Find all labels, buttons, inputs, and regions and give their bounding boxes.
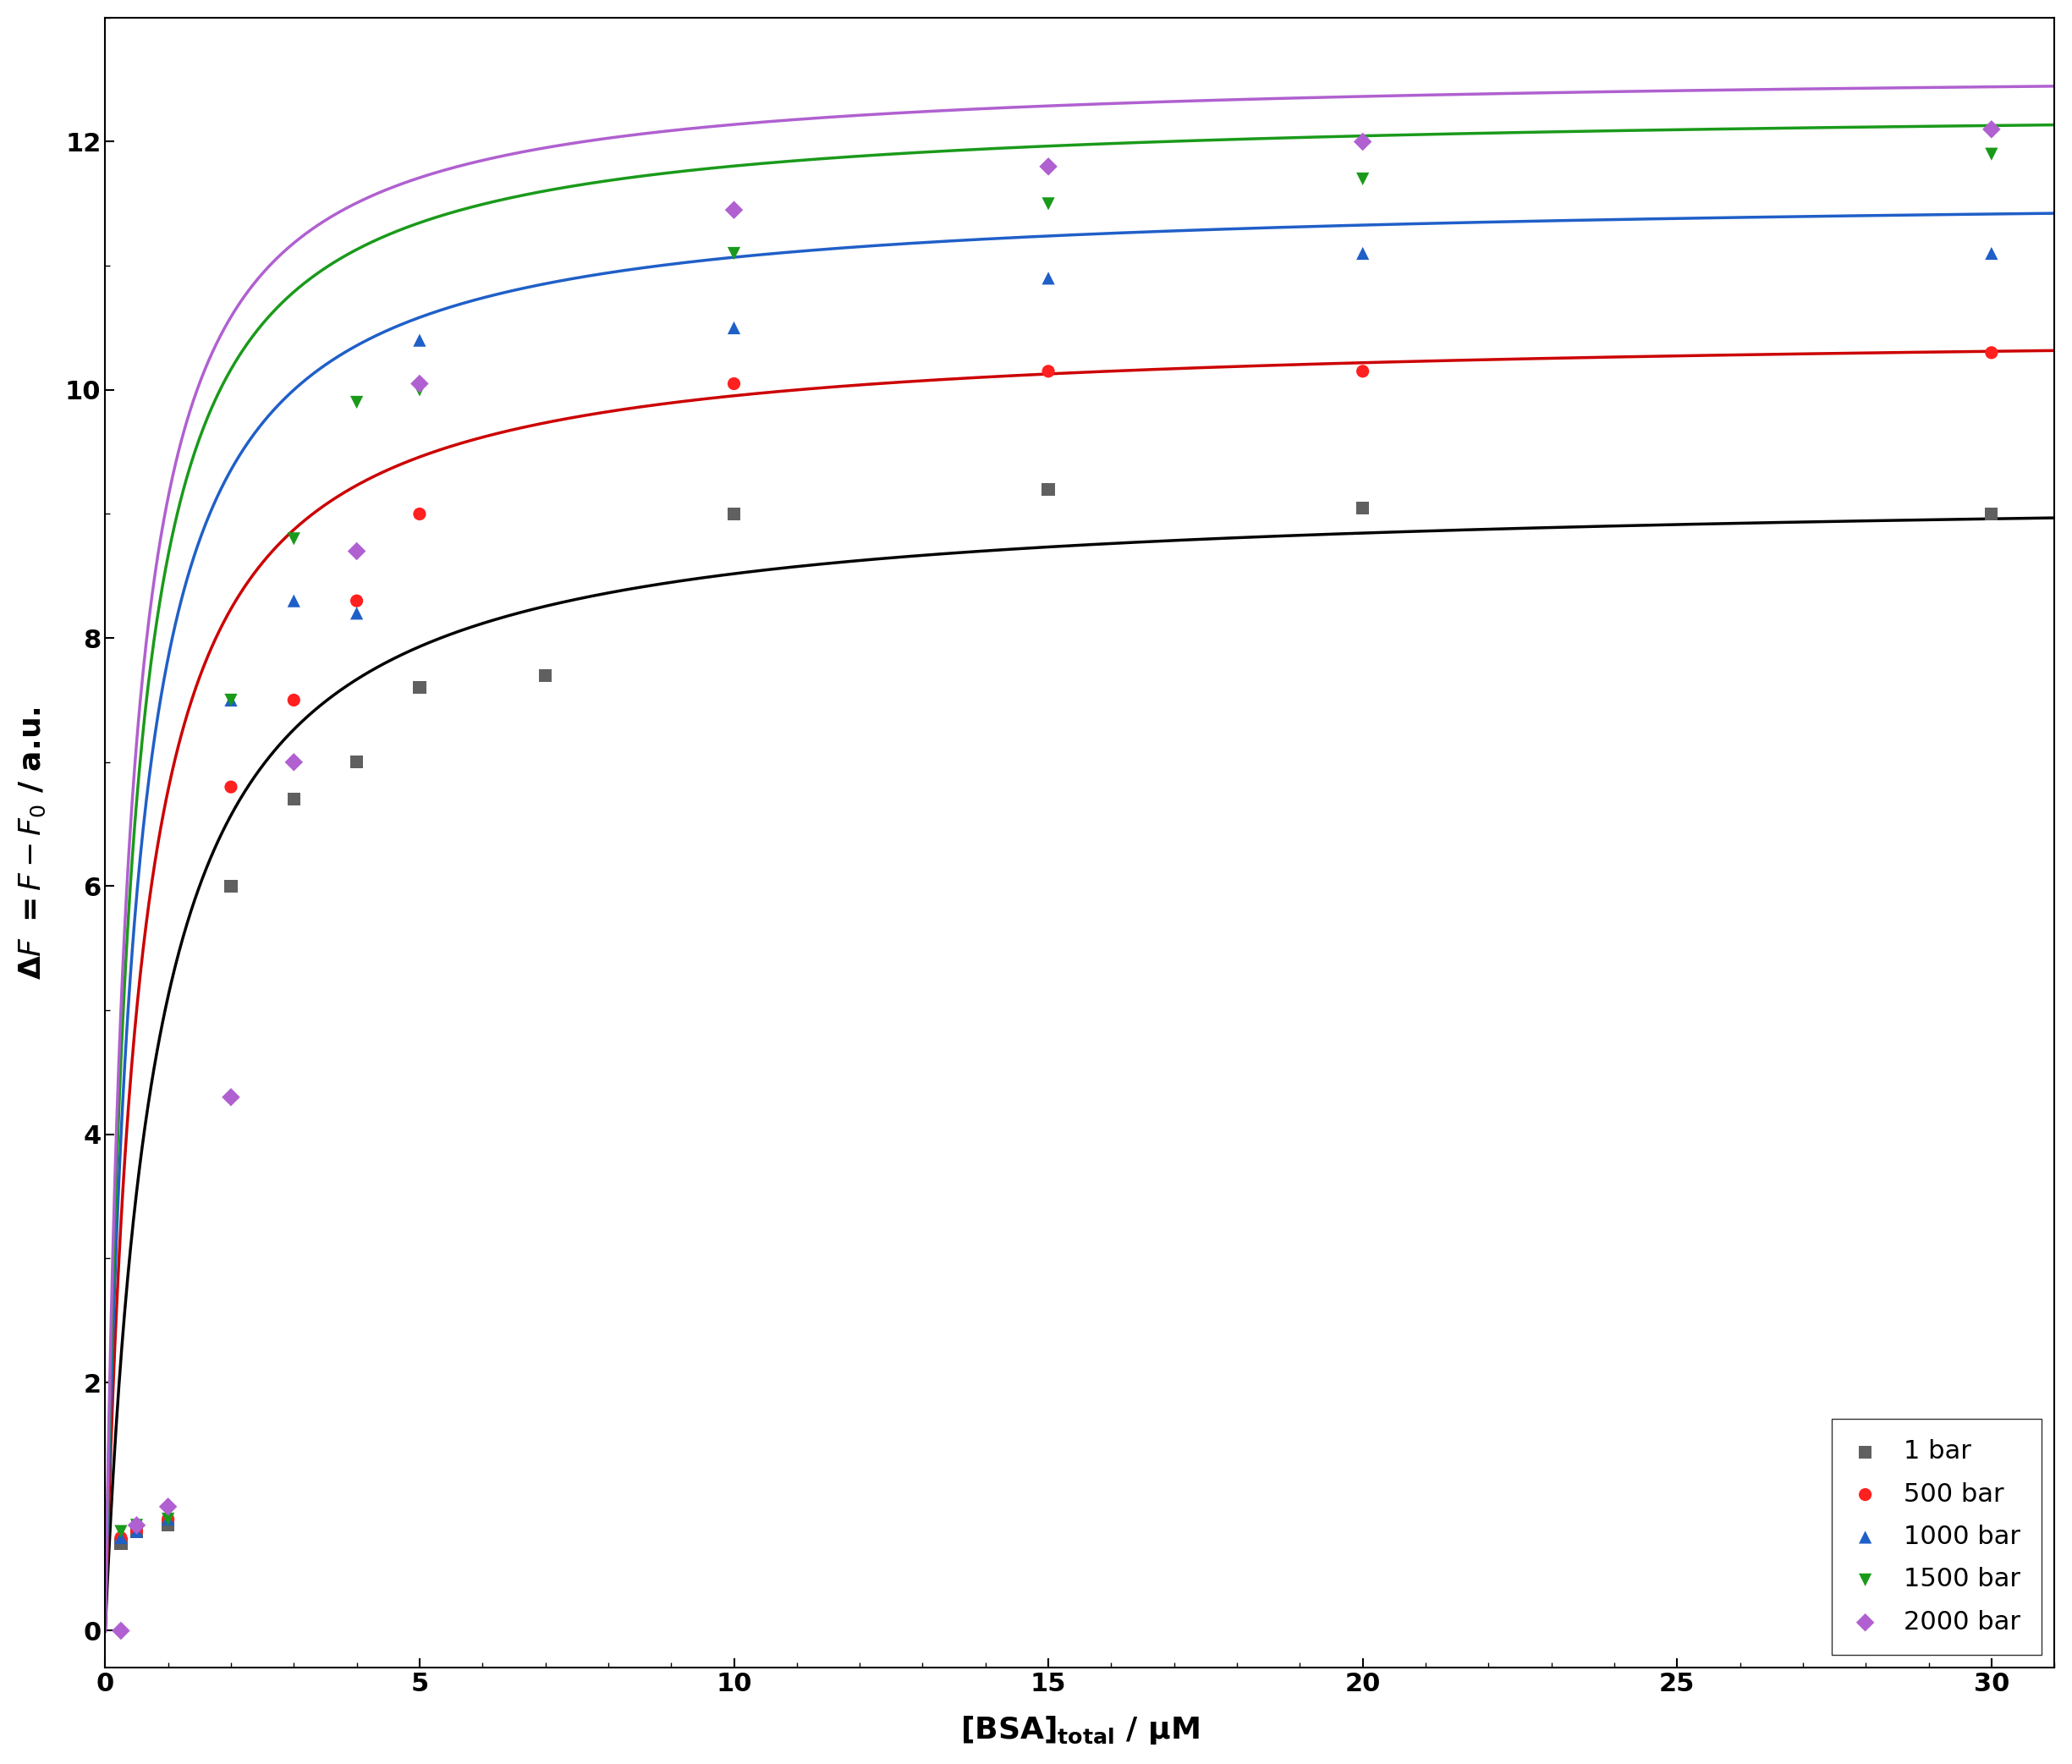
1000 bar (1347, 240, 1380, 268)
500 bar (1347, 356, 1380, 385)
500 bar (340, 587, 373, 616)
1500 bar (120, 1512, 153, 1540)
1 bar (278, 785, 311, 813)
1500 bar (278, 524, 311, 552)
500 bar (1975, 339, 2008, 367)
1000 bar (402, 326, 435, 355)
500 bar (104, 1524, 137, 1552)
1000 bar (151, 1505, 184, 1533)
1500 bar (402, 376, 435, 404)
1 bar (1975, 499, 2008, 527)
1500 bar (1975, 139, 2008, 168)
2000 bar (1032, 152, 1065, 180)
1 bar (104, 1529, 137, 1558)
2000 bar (120, 1512, 153, 1540)
1000 bar (120, 1517, 153, 1545)
500 bar (278, 686, 311, 714)
2000 bar (340, 536, 373, 564)
1 bar (528, 662, 562, 690)
1500 bar (1347, 164, 1380, 192)
1500 bar (717, 240, 750, 268)
1000 bar (278, 587, 311, 616)
Y-axis label: $\mathbf{\Delta \it{F}}$ $\mathbf{= \it{F} - \it{F}_0}$ / a.u.: $\mathbf{\Delta \it{F}}$ $\mathbf{= \it{… (19, 706, 48, 979)
X-axis label: $\mathbf{[BSA]_{total}}$ / $\mathbf{\mu}$M: $\mathbf{[BSA]_{total}}$ / $\mathbf{\mu}… (959, 1715, 1200, 1746)
1 bar (120, 1517, 153, 1545)
1 bar (340, 748, 373, 776)
1 bar (402, 674, 435, 702)
1 bar (151, 1512, 184, 1540)
2000 bar (1975, 115, 2008, 143)
Legend: 1 bar, 500 bar, 1000 bar, 1500 bar, 2000 bar: 1 bar, 500 bar, 1000 bar, 1500 bar, 2000… (1832, 1418, 2041, 1655)
500 bar (1032, 356, 1065, 385)
2000 bar (151, 1492, 184, 1521)
1000 bar (340, 600, 373, 628)
1500 bar (213, 686, 247, 714)
2000 bar (717, 196, 750, 224)
2000 bar (213, 1083, 247, 1111)
1000 bar (104, 1524, 137, 1552)
500 bar (213, 773, 247, 801)
1 bar (213, 871, 247, 900)
2000 bar (402, 370, 435, 399)
1000 bar (1032, 265, 1065, 293)
500 bar (717, 370, 750, 399)
1500 bar (340, 388, 373, 416)
1000 bar (213, 686, 247, 714)
1 bar (1347, 494, 1380, 522)
1500 bar (1032, 191, 1065, 219)
1500 bar (104, 1517, 137, 1545)
1500 bar (151, 1505, 184, 1533)
1 bar (717, 499, 750, 527)
500 bar (120, 1517, 153, 1545)
1000 bar (717, 314, 750, 342)
2000 bar (278, 748, 311, 776)
500 bar (151, 1505, 184, 1533)
2000 bar (1347, 127, 1380, 155)
1 bar (1032, 475, 1065, 503)
1000 bar (1975, 240, 2008, 268)
500 bar (402, 499, 435, 527)
2000 bar (104, 1616, 137, 1644)
